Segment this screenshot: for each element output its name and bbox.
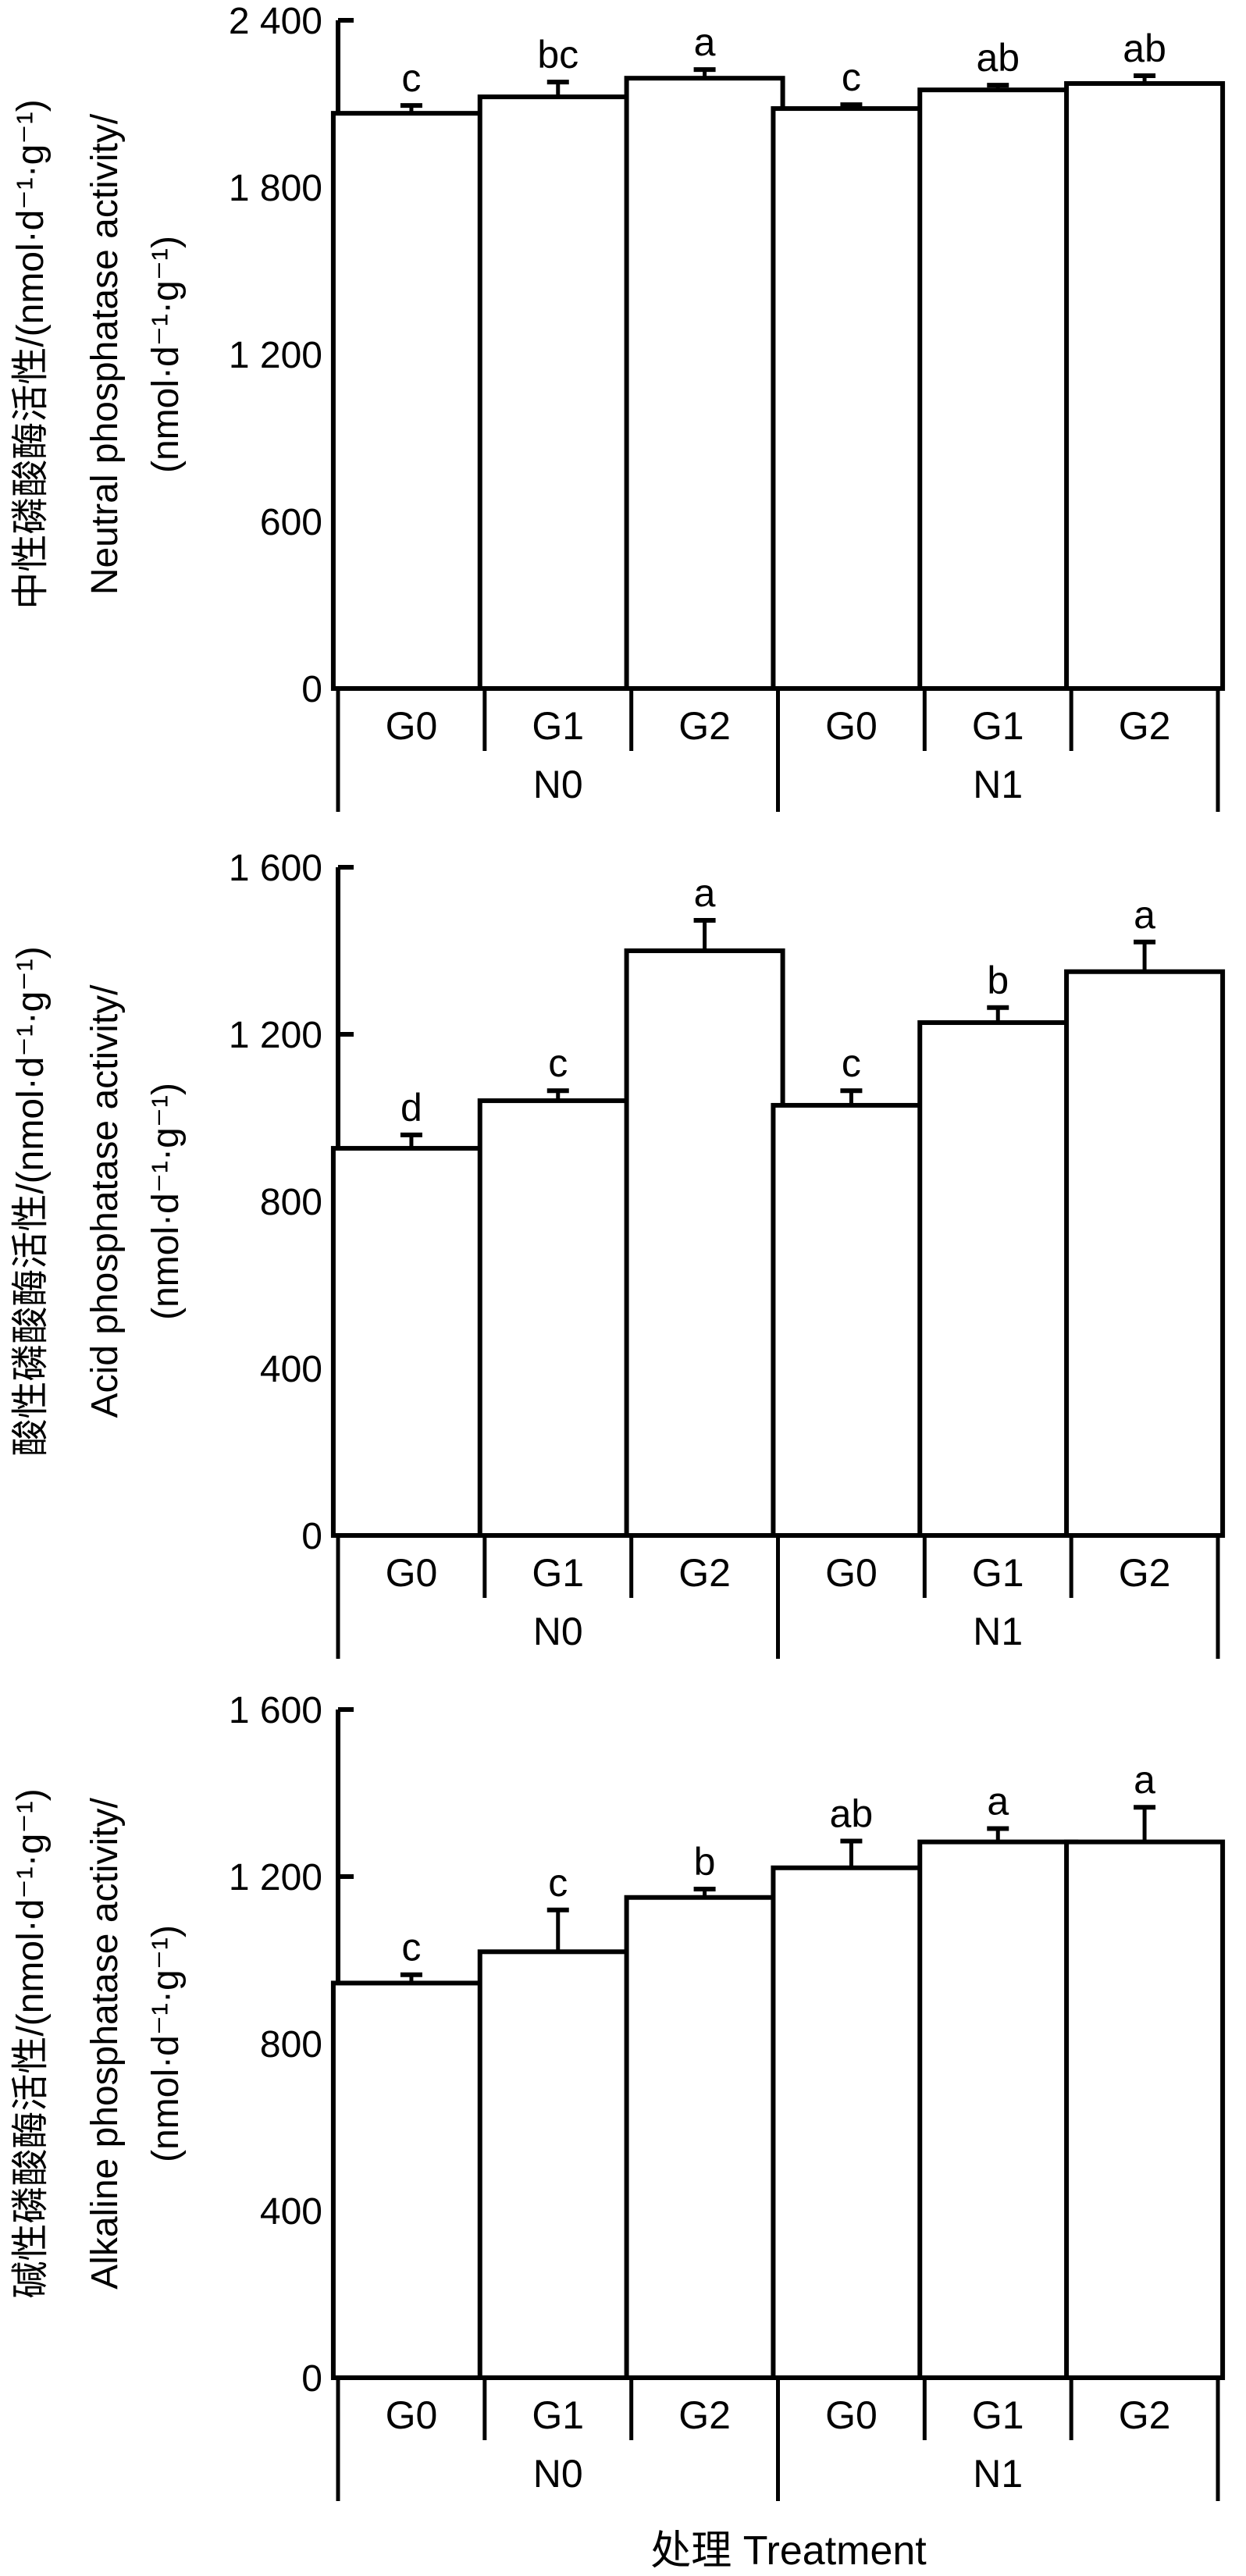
x-axis-title: 处理 Treatment — [650, 2528, 927, 2574]
significance-label: bc — [537, 33, 578, 76]
significance-label: c — [401, 1926, 421, 1969]
category-label: G0 — [386, 2393, 438, 2437]
category-label: G2 — [678, 1551, 731, 1595]
y-axis-title-line-3: (nmol·d⁻¹·g⁻¹) — [145, 236, 187, 473]
y-tick-label: 400 — [260, 2191, 322, 2233]
y-axis-title-line-1: 碱性磷酸酶活性/(nmol·d⁻¹·g⁻¹) — [10, 1788, 52, 2298]
bar-g0-n1 — [771, 1102, 932, 1538]
y-tick-label: 0 — [301, 1516, 322, 1557]
category-label: G2 — [678, 704, 731, 748]
category-label: G1 — [972, 1551, 1024, 1595]
y-axis-title-line-1: 中性磷酸酶活性/(nmol·d⁻¹·g⁻¹) — [10, 99, 52, 609]
significance-label: c — [401, 56, 421, 100]
category-label: G1 — [532, 704, 584, 748]
significance-label: a — [694, 871, 716, 915]
bar-g2-n0 — [624, 948, 785, 1538]
category-label: G0 — [386, 704, 438, 748]
bar-g1-n1 — [917, 1839, 1079, 2380]
bar-g1-n0 — [477, 1949, 639, 2381]
group-label: N1 — [973, 2452, 1023, 2496]
bar-g0-n0 — [330, 1980, 492, 2381]
bar-g1-n0 — [477, 94, 639, 692]
y-axis-title-line-2: Alkaline phosphatase activity/ — [84, 1797, 126, 2289]
bar-g1-n1 — [917, 87, 1079, 691]
bar-g2-n1 — [1064, 1839, 1226, 2380]
y-tick-label: 800 — [260, 2024, 322, 2065]
significance-label: a — [1134, 893, 1155, 937]
significance-label: ab — [976, 36, 1020, 80]
chart-panel-3: 0 400 800 1 200 1 600 c c b ab a a G0 G1 G2 G0 G1 G2 N0 N1… — [10, 1690, 1226, 2501]
bar-g0-n1 — [771, 1865, 932, 2380]
category-label: G2 — [1119, 2393, 1171, 2437]
category-label: G1 — [972, 704, 1024, 748]
y-tick-label: 1 200 — [229, 1015, 322, 1056]
category-label: G0 — [825, 2393, 878, 2437]
significance-label: ab — [830, 1792, 874, 1836]
y-tick-label: 0 — [301, 669, 322, 710]
group-label: N0 — [533, 763, 583, 806]
bar-g0-n0 — [330, 1146, 492, 1539]
bar-g2-n1 — [1064, 969, 1226, 1538]
bar-g1-n1 — [917, 1020, 1079, 1538]
category-label: G0 — [386, 1551, 438, 1595]
y-tick-label: 600 — [260, 502, 322, 543]
bar-g0-n1 — [771, 106, 932, 691]
y-tick-label: 1 200 — [229, 1857, 322, 1898]
significance-label: d — [400, 1086, 422, 1130]
category-label: G2 — [1119, 704, 1171, 748]
y-tick-label: 800 — [260, 1182, 322, 1223]
significance-label: ab — [1123, 27, 1166, 70]
chart-panel-1: 0 600 1 200 1 800 2 400 c bc a c ab ab G0 G1 G2 G0 G1 G2… — [10, 1, 1226, 812]
category-label: G1 — [532, 1551, 584, 1595]
bar-g1-n0 — [477, 1098, 639, 1538]
y-tick-label: 1 600 — [229, 848, 322, 889]
significance-label: c — [842, 1041, 861, 1085]
category-label: G2 — [1119, 1551, 1171, 1595]
y-axis-title-line-3: (nmol·d⁻¹·g⁻¹) — [145, 1083, 187, 1320]
significance-label: c — [548, 1041, 568, 1085]
group-label: N0 — [533, 2452, 583, 2496]
significance-label: a — [987, 1779, 1009, 1823]
significance-label: a — [694, 20, 716, 64]
category-label: G1 — [532, 2393, 584, 2437]
y-tick-label: 1 200 — [229, 335, 322, 376]
significance-label: c — [548, 1861, 568, 1905]
y-axis-title-line-1: 酸性磷酸酶活性/(nmol·d⁻¹·g⁻¹) — [10, 946, 52, 1456]
bar-g2-n0 — [624, 76, 785, 692]
significance-label: a — [1134, 1758, 1155, 1802]
category-label: G2 — [678, 2393, 731, 2437]
group-label: N1 — [973, 1610, 1023, 1653]
y-tick-label: 1 600 — [229, 1690, 322, 1731]
y-tick-label: 0 — [301, 2358, 322, 2400]
y-axis-title-line-2: Neutral phosphatase activity/ — [84, 113, 126, 595]
group-label: N0 — [533, 1610, 583, 1653]
category-label: G0 — [825, 704, 878, 748]
y-tick-label: 1 800 — [229, 168, 322, 209]
y-axis-title-line-2: Acid phosphatase activity/ — [84, 984, 126, 1418]
bar-g2-n0 — [624, 1895, 785, 2380]
bar-g0-n0 — [330, 111, 492, 692]
significance-label: c — [842, 55, 861, 99]
y-tick-label: 2 400 — [229, 1, 322, 42]
chart-panel-2: 0 400 800 1 200 1 600 d c a c b a G0 G1 G2 G0 G1 G2 N0 N1 酸… — [10, 848, 1226, 1659]
significance-label: b — [694, 1840, 716, 1884]
category-label: G0 — [825, 1551, 878, 1595]
bar-g2-n1 — [1064, 80, 1226, 692]
category-label: G1 — [972, 2393, 1024, 2437]
y-axis-title-line-3: (nmol·d⁻¹·g⁻¹) — [145, 1925, 187, 2162]
significance-label: b — [987, 959, 1009, 1002]
y-tick-label: 400 — [260, 1349, 322, 1390]
group-label: N1 — [973, 763, 1023, 806]
